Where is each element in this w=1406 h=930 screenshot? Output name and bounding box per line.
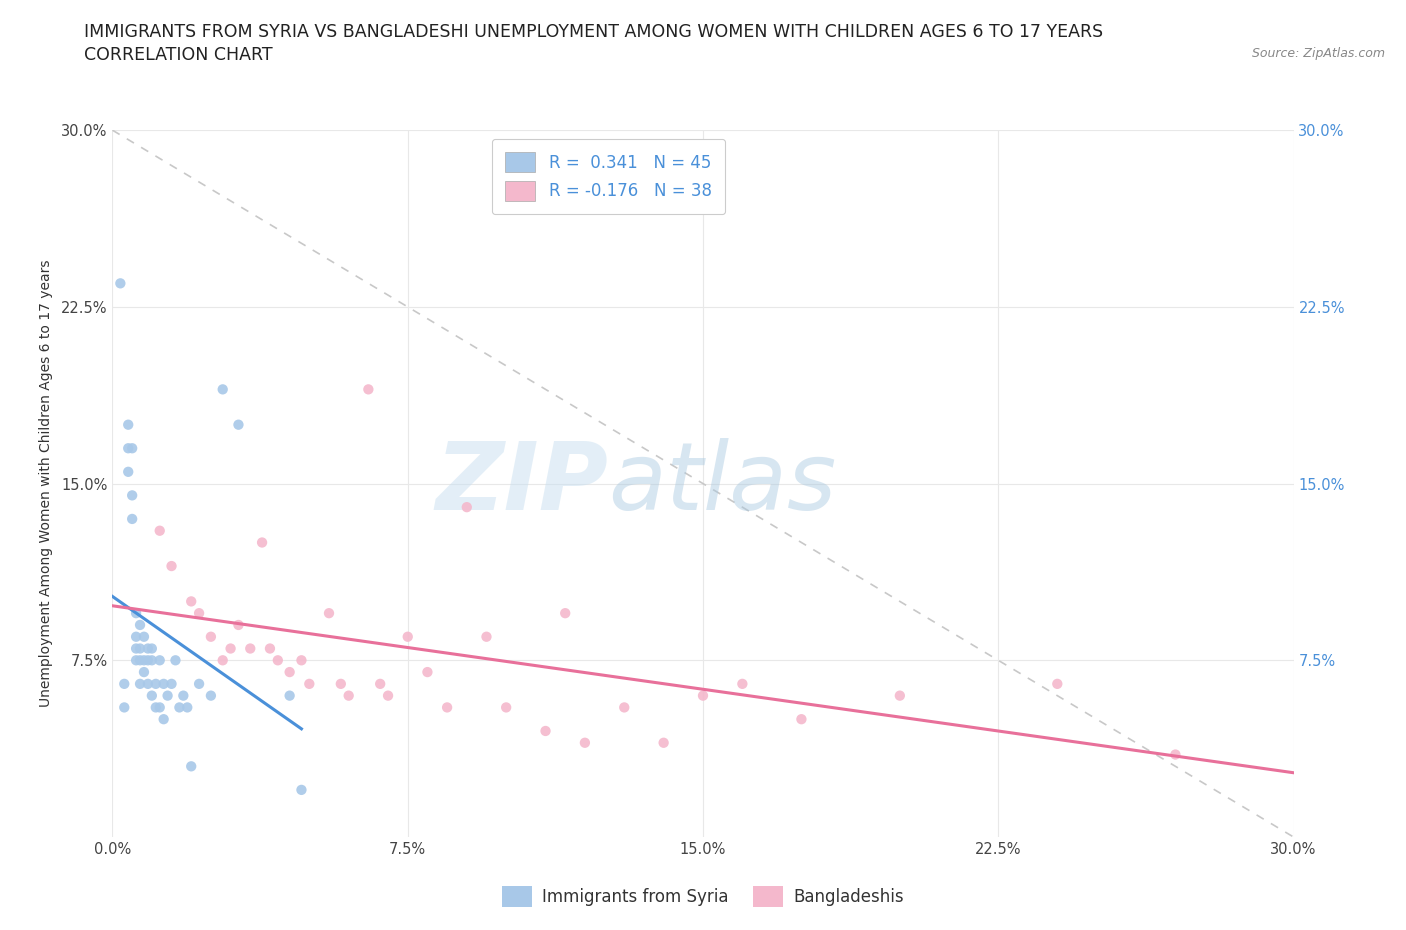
Point bbox=[132, 653, 155, 668]
Point bbox=[652, 736, 675, 751]
Point bbox=[534, 724, 557, 738]
Point bbox=[169, 700, 191, 715]
Point bbox=[132, 630, 155, 644]
Text: ZIP: ZIP bbox=[436, 438, 609, 529]
Point bbox=[136, 676, 159, 691]
Text: atlas: atlas bbox=[609, 438, 837, 529]
Point bbox=[172, 688, 194, 703]
Point bbox=[152, 711, 174, 726]
Text: CORRELATION CHART: CORRELATION CHART bbox=[84, 46, 273, 64]
Point bbox=[112, 700, 135, 715]
Point bbox=[396, 630, 419, 644]
Text: IMMIGRANTS FROM SYRIA VS BANGLADESHI UNEMPLOYMENT AMONG WOMEN WITH CHILDREN AGES: IMMIGRANTS FROM SYRIA VS BANGLADESHI UNE… bbox=[84, 23, 1104, 41]
Point bbox=[318, 605, 340, 620]
Point bbox=[121, 512, 143, 526]
Point bbox=[125, 641, 148, 656]
Point bbox=[176, 700, 198, 715]
Point bbox=[129, 641, 152, 656]
Point bbox=[298, 676, 321, 691]
Point bbox=[200, 688, 222, 703]
Point bbox=[495, 700, 517, 715]
Point bbox=[337, 688, 360, 703]
Point bbox=[731, 676, 754, 691]
Point bbox=[145, 700, 167, 715]
Point bbox=[1046, 676, 1069, 691]
Point bbox=[329, 676, 352, 691]
Point bbox=[250, 535, 273, 550]
Point bbox=[141, 641, 163, 656]
Point bbox=[790, 711, 813, 726]
Point bbox=[692, 688, 714, 703]
Legend: Immigrants from Syria, Bangladeshis: Immigrants from Syria, Bangladeshis bbox=[495, 880, 911, 913]
Point bbox=[436, 700, 458, 715]
Point bbox=[368, 676, 391, 691]
Point bbox=[129, 618, 152, 632]
Point bbox=[200, 630, 222, 644]
Point bbox=[129, 653, 152, 668]
Point bbox=[574, 736, 596, 751]
Point bbox=[211, 653, 233, 668]
Point bbox=[475, 630, 498, 644]
Point bbox=[110, 276, 132, 291]
Point bbox=[416, 665, 439, 680]
Point bbox=[290, 782, 312, 797]
Point bbox=[125, 653, 148, 668]
Point bbox=[136, 653, 159, 668]
Point bbox=[219, 641, 242, 656]
Point bbox=[125, 605, 148, 620]
Point bbox=[149, 653, 172, 668]
Point bbox=[290, 653, 312, 668]
Point bbox=[278, 665, 301, 680]
Point bbox=[125, 630, 148, 644]
Point bbox=[554, 605, 576, 620]
Point bbox=[239, 641, 262, 656]
Point bbox=[149, 524, 172, 538]
Point bbox=[149, 700, 172, 715]
Point bbox=[211, 382, 233, 397]
Point bbox=[117, 418, 139, 432]
Point bbox=[228, 418, 250, 432]
Point bbox=[278, 688, 301, 703]
Point bbox=[228, 618, 250, 632]
Point bbox=[180, 594, 202, 609]
Y-axis label: Unemployment Among Women with Children Ages 6 to 17 years: Unemployment Among Women with Children A… bbox=[39, 259, 53, 708]
Point bbox=[141, 688, 163, 703]
Point bbox=[121, 441, 143, 456]
Point bbox=[145, 676, 167, 691]
Point bbox=[1164, 747, 1187, 762]
Point bbox=[357, 382, 380, 397]
Text: Source: ZipAtlas.com: Source: ZipAtlas.com bbox=[1251, 46, 1385, 60]
Point bbox=[188, 605, 211, 620]
Point bbox=[377, 688, 399, 703]
Point bbox=[112, 676, 135, 691]
Point bbox=[889, 688, 911, 703]
Point bbox=[141, 653, 163, 668]
Point bbox=[132, 665, 155, 680]
Point bbox=[152, 676, 174, 691]
Point bbox=[267, 653, 290, 668]
Point bbox=[188, 676, 211, 691]
Point bbox=[160, 676, 183, 691]
Point bbox=[456, 499, 478, 514]
Point bbox=[117, 464, 139, 479]
Point bbox=[136, 641, 159, 656]
Point bbox=[129, 676, 152, 691]
Point bbox=[180, 759, 202, 774]
Point bbox=[165, 653, 187, 668]
Point bbox=[156, 688, 179, 703]
Point bbox=[259, 641, 281, 656]
Point bbox=[121, 488, 143, 503]
Point bbox=[117, 441, 139, 456]
Point bbox=[613, 700, 636, 715]
Point bbox=[160, 559, 183, 574]
